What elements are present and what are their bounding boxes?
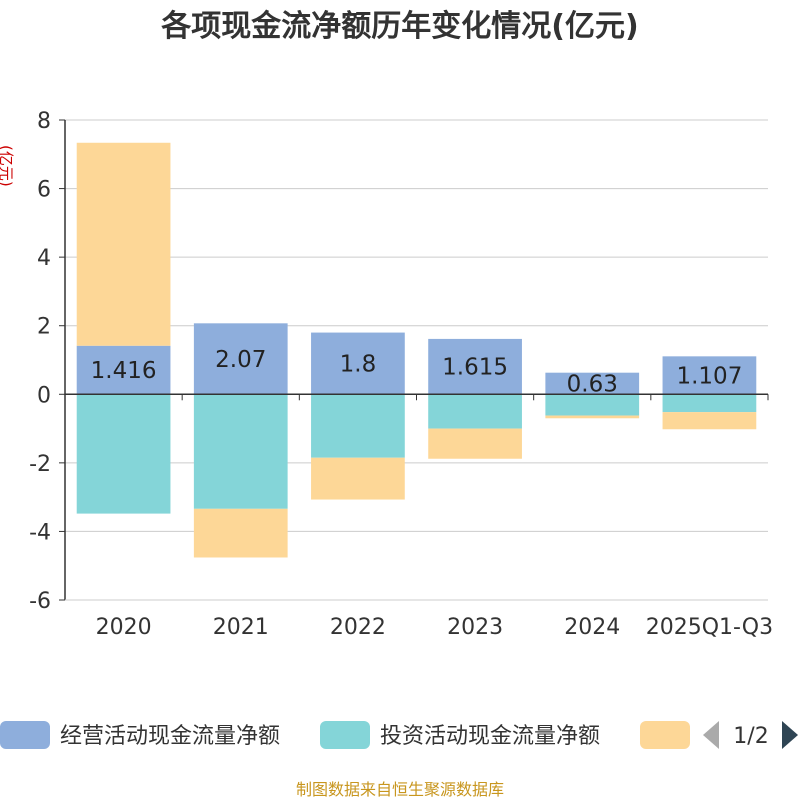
x-tick-label: 2021 [213,615,269,640]
y-axis-label: (亿元) [0,145,15,187]
bar-2023-series-2 [428,394,522,429]
legend-page-indicator: 1/2 [733,724,768,749]
legend-swatch-2[interactable] [320,721,370,749]
data-label: 1.416 [91,358,157,384]
y-tick-label: -2 [29,452,51,477]
legend-next-arrow-icon[interactable] [782,721,798,749]
legend-label-2[interactable]: 投资活动现金流量净额 [380,724,600,749]
source-footer: 制图数据来自恒生聚源数据库 [296,780,504,799]
y-tick-label: 8 [37,109,51,134]
bar-2020-series-3 [76,142,171,346]
bar-2022-series-2 [311,394,405,458]
bar-2020-series-2 [76,394,171,514]
legend-prev-arrow-icon[interactable] [703,721,719,749]
bar-2022-series-1 [311,332,405,395]
bar-2025Q1-Q3-series-3 [662,412,757,430]
y-tick-label: 2 [37,315,51,340]
y-tick-label: 0 [37,383,51,408]
data-label: 2.07 [215,347,266,373]
data-label: 1.615 [442,355,508,381]
axes: 8 6 4 2 0 -2 -4 -6 2020 2021 2022 2023 2024 2025Q1-Q3 [29,109,773,640]
bar-2020-series-1 [76,345,171,395]
bar-2021-series-3 [193,508,288,558]
bar-2021-series-1 [193,323,288,395]
legend-swatch-1[interactable] [0,721,50,749]
y-tick-label: -4 [29,520,51,545]
data-label: 1.107 [676,363,742,389]
bar-2021-series-2 [193,394,288,509]
legend: 经营活动现金流量净额 投资活动现金流量净额 1/2 [0,721,798,749]
bar-2023-series-3 [428,428,522,459]
x-tick-label: 2023 [447,615,503,640]
data-label: 0.63 [567,371,618,397]
bar-2024-series-1 [545,372,640,395]
y-tick-label: -6 [29,589,51,614]
x-tick-label: 2025Q1-Q3 [646,615,773,640]
legend-swatch-3[interactable] [640,721,690,749]
bar-2023-series-1 [428,338,522,395]
chart-title: 各项现金流净额历年变化情况(亿元) [160,9,638,44]
bar-2025Q1-Q3-series-1 [662,356,757,395]
legend-label-1[interactable]: 经营活动现金流量净额 [60,724,280,749]
bar-2024-series-3 [545,415,640,419]
x-tick-label: 2020 [96,615,152,640]
x-tick-label: 2024 [564,615,620,640]
x-tick-label: 2022 [330,615,386,640]
bar-2022-series-3 [311,457,405,500]
y-tick-label: 4 [37,246,51,271]
y-tick-label: 6 [37,178,51,203]
data-label: 1.8 [340,351,377,377]
bar-2025Q1-Q3-series-2 [662,394,757,413]
data-labels: 1.416 2.07 1.8 1.615 0.63 1.107 [91,347,743,398]
bar-2024-series-2 [545,394,640,416]
bars [76,142,757,558]
